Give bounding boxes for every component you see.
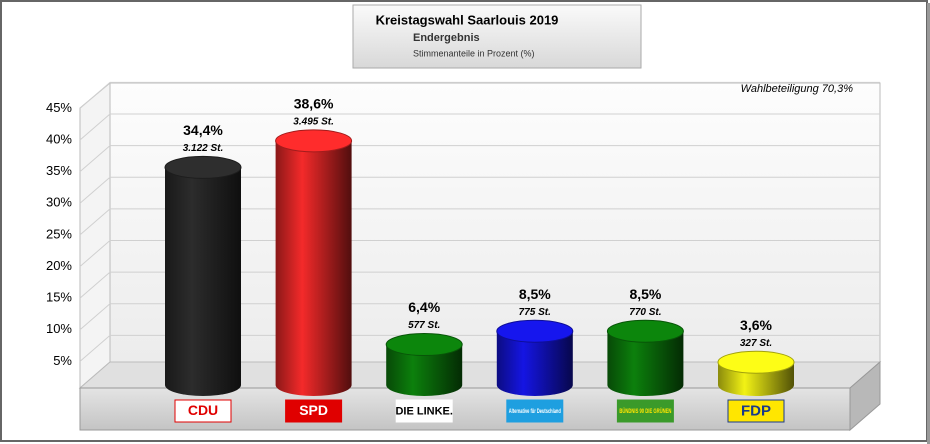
category-label: BÜNDNIS 90 DIE GRÜNEN [619, 408, 671, 415]
vote-label: 3.122 St. [183, 143, 224, 154]
y-tick-label: 35% [46, 163, 72, 178]
grid-line [79, 240, 880, 267]
vote-label: 3.495 St. [293, 116, 334, 127]
category-label: SPD [299, 402, 328, 418]
unit-note: Stimmenanteile in Prozent (%) [413, 48, 535, 58]
bar-top [164, 155, 242, 179]
bar-top [496, 319, 574, 343]
side-wall [79, 81, 111, 390]
y-tick-label: 5% [53, 353, 72, 368]
logos: CDU SPD DIE LINKE. Alternative für Deutschl… [174, 399, 785, 423]
category-label: Alternative für Deutschland [509, 409, 561, 415]
logo-box [285, 399, 343, 423]
logo-box [506, 399, 564, 423]
category-label: DIE LINKE. [395, 405, 452, 417]
bar [275, 140, 352, 396]
grid-line [79, 271, 880, 299]
chart-subtitle: Endergebnis [413, 32, 480, 44]
vote-label: 327 St. [740, 338, 772, 349]
logo-box [616, 399, 674, 423]
y-tick-label: 40% [46, 131, 72, 146]
logo-box [727, 399, 785, 423]
floor-side [849, 360, 881, 432]
vote-label: 775 St. [519, 307, 551, 318]
logo-box [174, 399, 232, 423]
grid-line [79, 145, 880, 173]
grid-line [79, 81, 880, 109]
bars: 34,4% 3.122 St. 38,6% 3.495 St. 6,4% 577 St. 8… [164, 96, 795, 396]
vote-label: 770 St. [629, 307, 661, 318]
chart-title: Kreistagswahl Saarlouis 2019 [376, 12, 559, 27]
y-tick-label: 10% [46, 321, 72, 336]
y-tick-label: 15% [46, 290, 72, 305]
category-label: CDU [188, 402, 218, 418]
bar-top [385, 333, 463, 357]
grid-line [79, 303, 880, 331]
bar [496, 331, 573, 396]
title-box [352, 4, 642, 69]
bar-top [275, 129, 353, 153]
bar-top [717, 350, 795, 374]
y-tick-label: 25% [46, 226, 72, 241]
grid-line [79, 208, 880, 236]
grid-line [79, 113, 880, 141]
value-label: 3,6% [740, 317, 772, 333]
annotation: Wahlbeteiligung 70,3% [741, 83, 854, 95]
value-label: 38,6% [294, 96, 334, 112]
value-label: 34,4% [183, 122, 223, 138]
bar [165, 167, 241, 396]
vote-label: 577 St. [408, 320, 440, 331]
grid-line [79, 176, 880, 204]
frame-shadow [927, 3, 930, 444]
bar [386, 344, 463, 396]
bar [607, 331, 684, 396]
bar-top [606, 319, 684, 343]
value-label: 8,5% [629, 286, 661, 302]
y-tick-label: 20% [46, 258, 72, 273]
y-tick-label: 30% [46, 195, 72, 210]
logo-box [395, 399, 453, 423]
value-label: 6,4% [408, 299, 440, 315]
category-label: FDP [741, 402, 771, 419]
value-label: 8,5% [519, 286, 551, 302]
y-tick-label: 45% [46, 100, 72, 115]
